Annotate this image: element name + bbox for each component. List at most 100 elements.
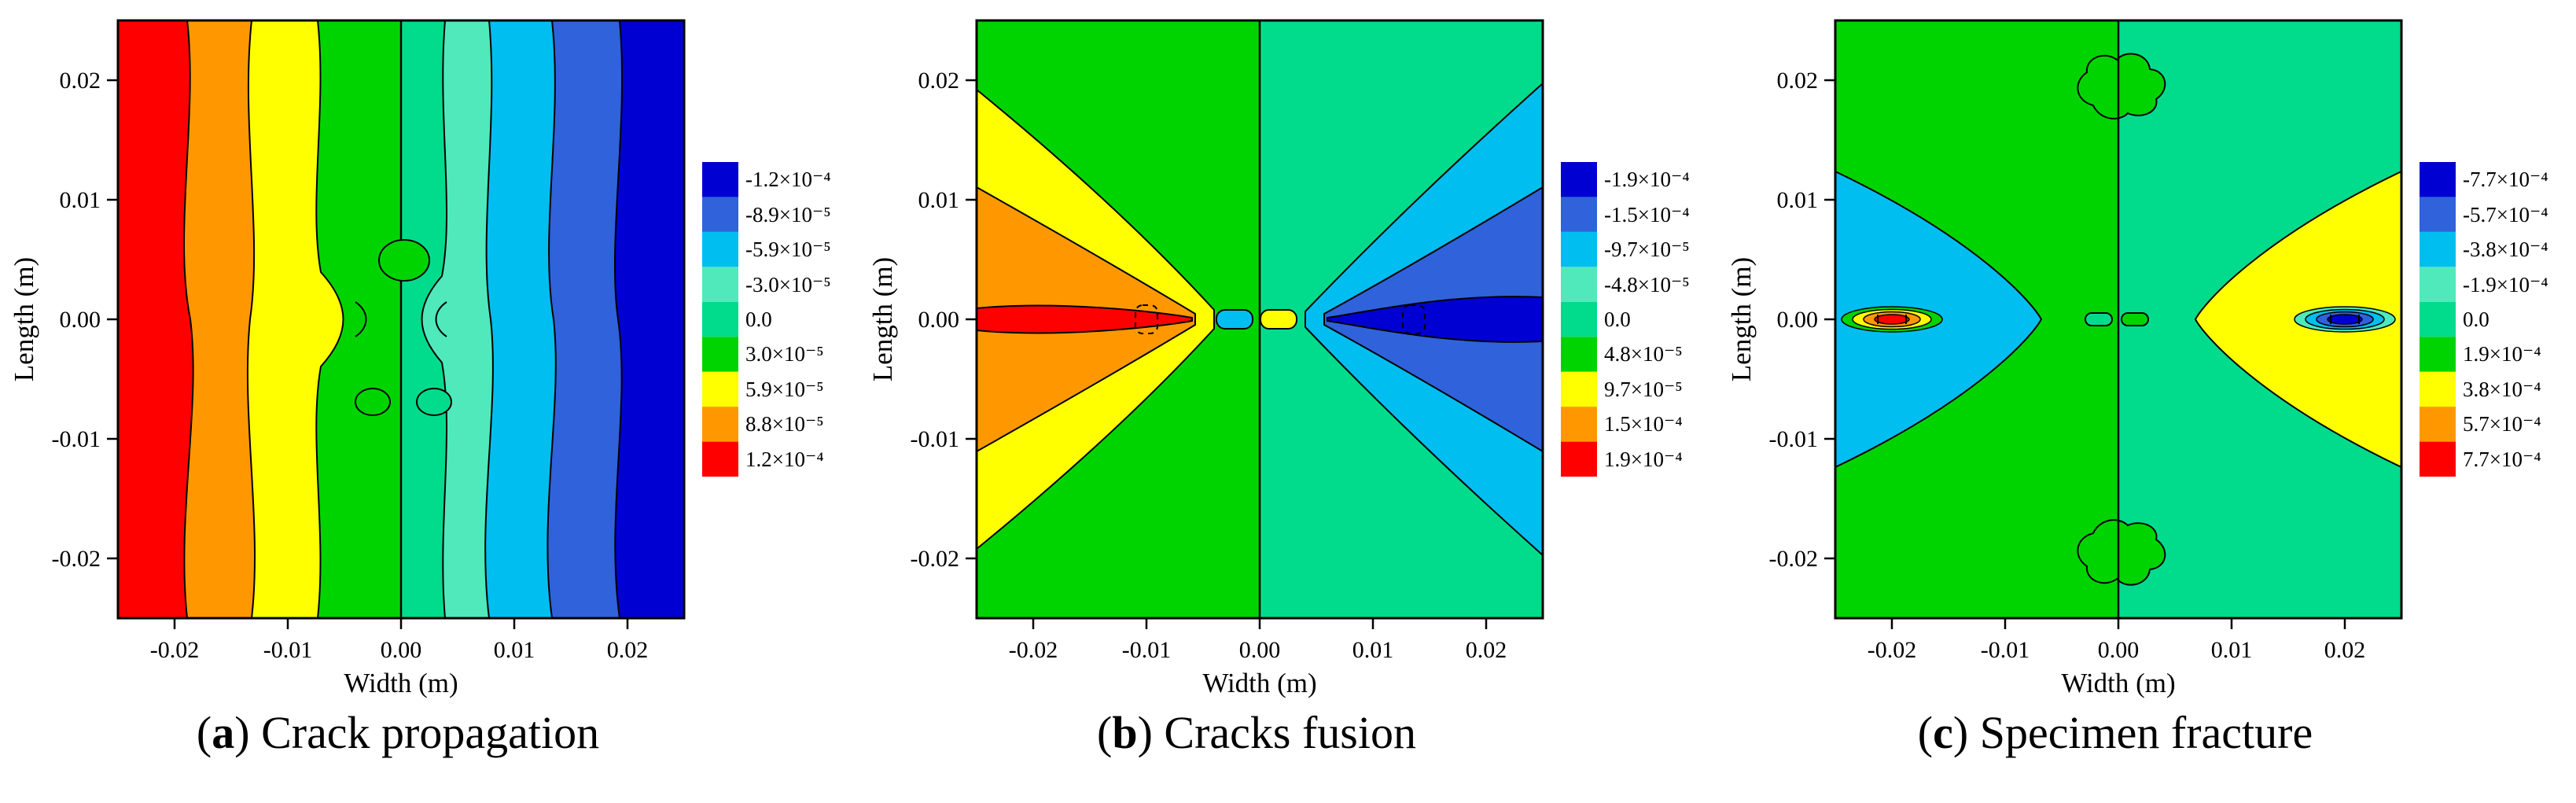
colorbar-swatch xyxy=(702,371,738,407)
legend-label: 1.9×10⁻⁴ xyxy=(2463,342,2541,366)
y-tick-label: -0.02 xyxy=(52,546,101,572)
x-tick-label: 0.00 xyxy=(1239,637,1281,663)
y-tick-label: -0.01 xyxy=(52,426,101,452)
y-tick-label: -0.01 xyxy=(911,426,960,452)
legend-label: -9.7×10⁻⁵ xyxy=(1604,238,1690,261)
colorbar-swatch xyxy=(1561,337,1597,372)
contour-line xyxy=(421,20,448,619)
y-axis-title: Length (m) xyxy=(867,257,898,381)
x-axis-c: -0.02 -0.01 0.00 0.01 0.02 Width (m) xyxy=(1868,618,2366,698)
colorbar-a: -1.2×10⁻⁴ -8.9×10⁻⁵ -5.9×10⁻⁵ -3.0×10⁻⁵ … xyxy=(702,162,831,477)
legend-label: -5.7×10⁻⁴ xyxy=(2463,203,2548,227)
hotspot-striation xyxy=(2330,315,2360,324)
legend-label: -5.9×10⁻⁵ xyxy=(745,238,831,261)
x-tick-label: 0.01 xyxy=(494,637,535,663)
contour-line xyxy=(546,20,557,619)
contour-line xyxy=(183,20,194,619)
colorbar-swatch xyxy=(2420,371,2456,407)
hotspot-core xyxy=(2327,314,2363,325)
bands-b xyxy=(976,20,1544,618)
x-axis-a: -0.02 -0.01 0.00 0.01 0.02 Width (m) xyxy=(150,618,648,698)
y-axis-title: Length (m) xyxy=(1726,257,1757,381)
caption-paren: ) xyxy=(1952,707,1980,758)
panel-a: -0.02 -0.01 0.00 0.01 0.02 Width (m) 0.0… xyxy=(0,0,859,803)
colorbar-swatch xyxy=(702,162,738,197)
hotspot-striation xyxy=(1877,315,1907,324)
contour-squiggle xyxy=(435,301,447,337)
y-axis-b: 0.02 0.01 0.00 -0.01 -0.02 Length (m) xyxy=(867,68,977,572)
colorbar-swatch xyxy=(702,301,738,337)
contour-squiggle xyxy=(355,301,367,337)
contour-lines-a xyxy=(183,20,624,619)
x-tick-marks xyxy=(1890,618,2346,629)
colorbar-swatch xyxy=(702,231,738,267)
closed-contour-oval xyxy=(378,239,430,282)
hotspot-core xyxy=(1874,314,1910,325)
crack-tip-contour xyxy=(1216,309,1253,330)
closed-contour-oval xyxy=(355,388,391,416)
x-tick-label: 0.00 xyxy=(2098,637,2140,663)
contour-plot-b: -0.02 -0.01 0.00 0.01 0.02 Width (m) 0.0… xyxy=(867,19,1690,698)
x-axis-title: Width (m) xyxy=(1202,668,1316,698)
colorbar-swatch xyxy=(2420,162,2456,197)
y-tick-label: 0.02 xyxy=(1777,68,1819,94)
x-tick-label: 0.02 xyxy=(2324,637,2366,663)
crack-tip-contour xyxy=(1260,309,1297,330)
caption-paren: ( xyxy=(1097,707,1113,758)
contour-plot-c: -0.02 -0.01 0.00 0.01 0.02 Width (m) 0.0… xyxy=(1726,19,2548,698)
colorbar-swatch xyxy=(702,197,738,232)
y-axis-c: 0.02 0.01 0.00 -0.01 -0.02 Length (m) xyxy=(1726,68,1835,572)
wedge-red xyxy=(976,304,1193,334)
y-tick-label: 0.00 xyxy=(60,307,101,333)
x-axis-title: Width (m) xyxy=(344,668,458,698)
colorbar-swatch xyxy=(1561,231,1597,267)
y-tick-label: 0.00 xyxy=(1777,307,1819,333)
colorbar-swatch xyxy=(2420,231,2456,267)
legend-label: 3.0×10⁻⁵ xyxy=(745,342,824,366)
colorbar-swatch xyxy=(2420,267,2456,302)
contour-line xyxy=(613,20,624,619)
x-tick-label: 0.01 xyxy=(1352,637,1394,663)
contour-lines-c xyxy=(2077,20,2166,618)
hotspots-c xyxy=(1841,306,2396,333)
legend-label: 8.8×10⁻⁵ xyxy=(745,412,824,436)
y-tick-label: 0.02 xyxy=(60,68,101,94)
dashed-contour xyxy=(1402,304,1426,334)
y-tick-marks xyxy=(966,79,977,560)
caption-text: Cracks fusion xyxy=(1164,707,1416,758)
colorbar-swatch xyxy=(702,267,738,302)
closed-contour-blob-top xyxy=(2077,53,2166,120)
y-axis-a: 0.02 0.01 0.00 -0.01 -0.02 Length (m) xyxy=(9,68,118,572)
crack-tip-contour xyxy=(2085,312,2113,326)
contour-lines-b xyxy=(1135,20,1426,618)
colorbar-swatch xyxy=(702,441,738,477)
legend-label: 0.0 xyxy=(745,308,772,331)
legend-label: -3.0×10⁻⁵ xyxy=(745,273,831,297)
x-axis-title: Width (m) xyxy=(2061,668,2175,698)
x-tick-marks xyxy=(1032,618,1488,629)
x-tick-label: 0.01 xyxy=(2211,637,2253,663)
y-axis-title: Length (m) xyxy=(9,257,39,381)
colorbar-swatch xyxy=(2420,407,2456,442)
x-tick-label: -0.01 xyxy=(263,637,313,663)
contour-line xyxy=(484,20,494,619)
caption-letter: b xyxy=(1112,707,1138,758)
y-tick-marks xyxy=(107,79,118,560)
crack-tip-contour xyxy=(2121,312,2149,326)
legend-label: 5.9×10⁻⁵ xyxy=(745,378,824,401)
caption-letter: a xyxy=(212,707,235,758)
legend-label: 9.7×10⁻⁵ xyxy=(1604,378,1683,401)
caption-c: (c) Specimen fracture xyxy=(1918,706,2313,759)
caption-paren: ) xyxy=(1137,707,1165,758)
colorbar-c: -7.7×10⁻⁴ -5.7×10⁻⁴ -3.8×10⁻⁴ -1.9×10⁻⁴ … xyxy=(2420,162,2548,477)
x-tick-label: -0.02 xyxy=(150,637,200,663)
colorbar-swatch xyxy=(2420,441,2456,477)
legend-label: -7.7×10⁻⁴ xyxy=(2463,168,2548,191)
caption-paren: ( xyxy=(196,707,212,758)
y-tick-label: -0.02 xyxy=(1769,546,1819,572)
caption-paren: ( xyxy=(1917,707,1934,758)
panel-c: -0.02 -0.01 0.00 0.01 0.02 Width (m) 0.0… xyxy=(1717,0,2576,803)
legend-label: 1.9×10⁻⁴ xyxy=(1604,448,1683,471)
legend-label: 1.2×10⁻⁴ xyxy=(745,448,824,471)
